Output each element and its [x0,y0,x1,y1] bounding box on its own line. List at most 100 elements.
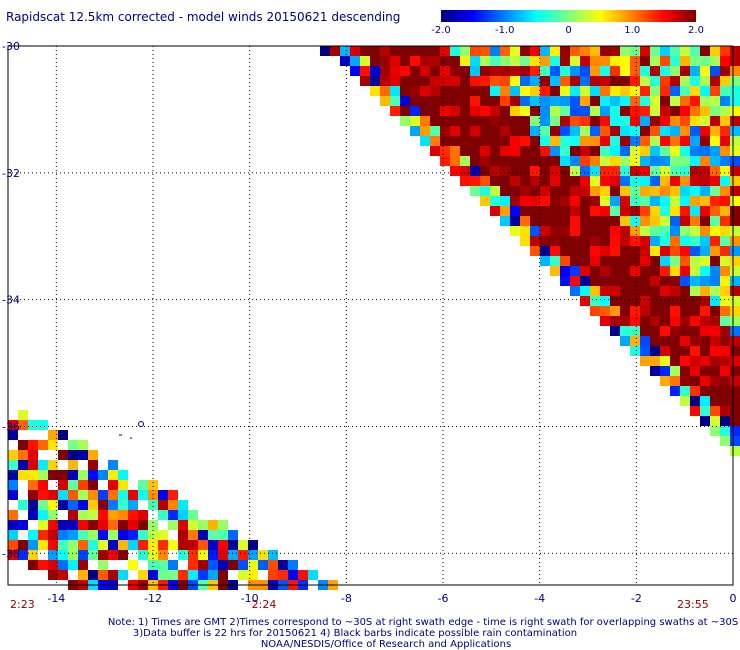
data-cell [68,480,78,490]
data-cell [570,236,580,246]
data-cell [730,356,740,366]
data-cell [540,156,550,166]
data-cell [28,460,38,470]
data-cell [620,106,630,116]
data-cell [550,186,560,196]
data-cell [48,570,58,580]
data-cell [700,136,710,146]
data-cell [98,500,108,510]
data-cell [470,176,480,186]
data-cell [570,206,580,216]
data-cell [640,56,650,66]
data-cell [400,96,410,106]
data-cell [700,116,710,126]
data-cell [690,226,700,236]
data-cell [690,116,700,126]
data-cell [128,490,138,500]
data-cell [630,186,640,196]
data-cell [118,510,128,520]
data-cell [730,126,740,136]
data-cell [580,256,590,266]
data-cell [78,480,88,490]
data-cell [630,316,640,326]
data-cell [670,356,680,366]
data-cell [8,530,18,540]
data-cell [550,156,560,166]
data-cell [640,96,650,106]
colorbar-tick-label: -2.0 [431,25,451,36]
data-cell [78,540,88,550]
data-cell [560,156,570,166]
data-cell [480,156,490,166]
data-cell [48,530,58,540]
data-cell [480,46,490,56]
data-cell [78,440,88,450]
data-cell [550,176,560,186]
data-cell [500,166,510,176]
data-cell [208,570,218,580]
data-cell [660,96,670,106]
data-cell [500,206,510,216]
data-cell [660,116,670,126]
data-cell [450,116,460,126]
data-cell [530,56,540,66]
data-cell [600,236,610,246]
data-cell [630,156,640,166]
data-cell [460,166,470,176]
data-cell [340,56,350,66]
data-cell [520,66,530,76]
data-cell [670,326,680,336]
data-cell [450,56,460,66]
data-cell [730,116,740,126]
data-cell [550,76,560,86]
data-cell [660,226,670,236]
data-cell [660,186,670,196]
data-cell [78,550,88,560]
data-cell [720,416,730,426]
data-cell [670,106,680,116]
data-cell [380,46,390,56]
data-cell [188,540,198,550]
data-cell [420,46,430,56]
data-cell [680,186,690,196]
data-cell [500,56,510,66]
data-cell [590,236,600,246]
data-cell [8,420,18,430]
data-cell [500,146,510,156]
data-cell [640,76,650,86]
data-cell [198,520,208,530]
data-cell [380,76,390,86]
time-label: 2:24 [252,598,277,611]
data-cell [570,256,580,266]
data-cell [710,196,720,206]
data-cell [720,296,730,306]
data-cell [490,136,500,146]
data-cell [118,480,128,490]
data-cell [48,550,58,560]
data-cell [500,196,510,206]
data-cell [590,126,600,136]
data-cell [520,46,530,56]
data-cell [308,570,318,580]
data-cell [480,76,490,86]
data-cell [600,86,610,96]
data-cell [600,116,610,126]
data-cell [640,296,650,306]
data-cell [550,66,560,76]
data-cell [630,56,640,66]
data-cell [700,416,710,426]
data-cell [600,266,610,276]
data-cell [288,560,298,570]
data-cell [410,76,420,86]
data-cell [58,480,68,490]
data-cell [590,306,600,316]
data-cell [178,530,188,540]
data-cell [550,136,560,146]
data-cell [660,56,670,66]
lon-tick-label: -6 [438,592,449,605]
data-cell [700,226,710,236]
data-cell [710,236,720,246]
data-cell [580,66,590,76]
data-cell [600,126,610,136]
